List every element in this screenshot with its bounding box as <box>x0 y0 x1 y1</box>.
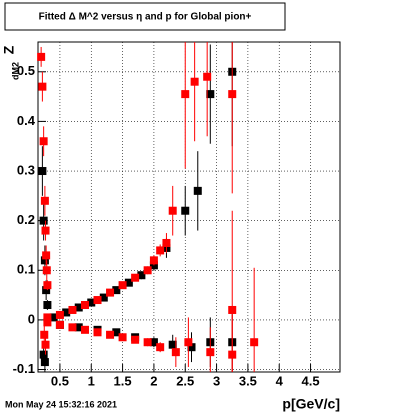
marker <box>193 186 202 195</box>
y-axis-label: Z <box>1 45 17 54</box>
marker <box>55 310 64 319</box>
y-axis-label-sub: dM2 <box>10 62 20 80</box>
marker <box>168 206 177 215</box>
marker <box>106 330 115 339</box>
x-axis-label: p[GeV/c] <box>282 396 340 412</box>
x-tick-label: 4 <box>276 373 284 388</box>
marker <box>190 77 199 86</box>
marker <box>168 340 177 349</box>
marker <box>49 313 58 322</box>
marker <box>87 298 96 307</box>
marker <box>68 323 77 332</box>
marker <box>206 90 215 99</box>
marker <box>40 256 49 265</box>
plot-frame <box>37 41 341 373</box>
marker <box>106 288 115 297</box>
marker <box>62 308 71 317</box>
marker <box>156 246 165 255</box>
marker <box>93 296 102 305</box>
marker <box>112 328 121 337</box>
y-tick-label: 0.3 <box>17 162 35 177</box>
marker <box>38 82 47 91</box>
x-tick-label: 4.5 <box>302 373 320 388</box>
marker <box>38 167 47 176</box>
marker <box>40 196 49 205</box>
marker <box>143 338 152 347</box>
marker <box>39 137 48 146</box>
marker <box>40 330 49 339</box>
marker <box>228 90 237 99</box>
marker <box>80 301 89 310</box>
marker <box>41 226 50 235</box>
marker <box>37 52 46 61</box>
marker <box>43 313 52 322</box>
marker <box>43 318 52 327</box>
marker <box>55 320 64 329</box>
marker <box>171 348 180 357</box>
marker <box>156 343 165 352</box>
marker <box>39 350 48 359</box>
marker <box>181 206 190 215</box>
marker <box>118 281 127 290</box>
y-tick-label: 0 <box>28 311 35 326</box>
chart-title: Fitted Δ M^2 versus η and p for Global p… <box>39 12 252 23</box>
x-tick-label: 3.5 <box>239 373 257 388</box>
marker <box>118 333 127 342</box>
marker <box>43 301 52 310</box>
marker <box>41 340 50 349</box>
title-box <box>4 2 286 31</box>
marker <box>40 358 49 367</box>
marker <box>143 266 152 275</box>
x-tick-label: 3 <box>213 373 220 388</box>
marker <box>228 350 237 359</box>
marker <box>149 256 158 265</box>
marker <box>39 216 48 225</box>
marker <box>250 338 259 347</box>
marker <box>74 303 83 312</box>
marker <box>74 323 83 332</box>
marker <box>131 335 140 344</box>
marker <box>42 251 51 260</box>
marker <box>131 273 140 282</box>
marker <box>149 338 158 347</box>
y-tick-label: 0.2 <box>17 212 35 227</box>
marker <box>99 293 108 302</box>
marker <box>187 343 196 352</box>
x-tick-label: 1 <box>88 373 95 388</box>
marker <box>42 286 51 295</box>
footer: Mon May 24 15:32:16 2021 <box>5 399 117 409</box>
y-tick-label: 0.5 <box>17 63 35 78</box>
marker <box>184 338 193 347</box>
marker <box>80 325 89 334</box>
marker <box>203 72 212 81</box>
marker <box>162 238 171 247</box>
y-tick-label: 0.1 <box>17 262 35 277</box>
x-tick-label: 2 <box>150 373 157 388</box>
marker <box>68 305 77 314</box>
marker <box>124 278 133 287</box>
marker <box>228 305 237 314</box>
y-tick-label: 0.4 <box>17 113 36 128</box>
marker <box>42 266 51 275</box>
x-tick-label: 1.5 <box>114 373 132 388</box>
y-tick-label: -0.1 <box>13 361 35 376</box>
marker <box>206 348 215 357</box>
marker <box>137 271 146 280</box>
x-tick-label: 0.5 <box>51 373 69 388</box>
marker <box>43 281 52 290</box>
marker <box>93 328 102 337</box>
marker <box>112 286 121 295</box>
marker <box>181 90 190 99</box>
x-tick-label: 2.5 <box>176 373 194 388</box>
